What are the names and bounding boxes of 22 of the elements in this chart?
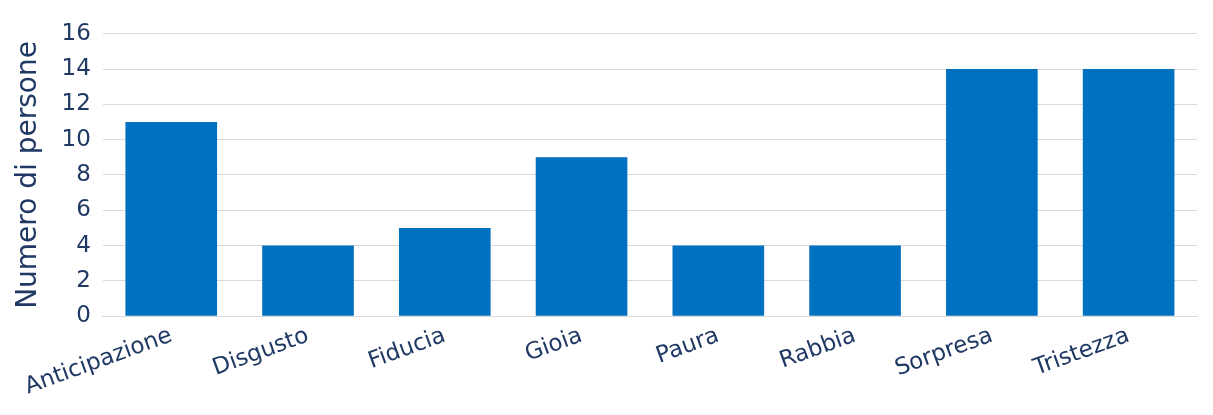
y-tick-label: 4: [76, 230, 91, 257]
y-tick-label: 6: [76, 195, 91, 222]
bar: [672, 245, 765, 316]
bar: [535, 157, 628, 316]
x-tick-label: Gioia: [521, 320, 586, 366]
y-axis-title: Numero di persone: [10, 41, 44, 309]
y-tick-label: 16: [61, 18, 91, 45]
y-tick-label: 14: [61, 54, 91, 81]
y-tick-label: 0: [76, 301, 91, 328]
bar: [125, 122, 218, 316]
y-tick-label: 2: [76, 265, 91, 292]
bar: [809, 245, 901, 316]
y-tick-label: 12: [61, 89, 91, 116]
bar: [398, 227, 491, 316]
x-tick-label: Paura: [652, 320, 723, 368]
x-tick-label: Fiducia: [364, 320, 449, 373]
bar: [946, 69, 1038, 316]
x-tick-label: Rabbia: [775, 320, 859, 373]
bar: [1082, 69, 1175, 316]
bar: [262, 245, 354, 316]
y-tick-label: 8: [76, 159, 91, 186]
y-tick-label: 10: [61, 124, 91, 151]
